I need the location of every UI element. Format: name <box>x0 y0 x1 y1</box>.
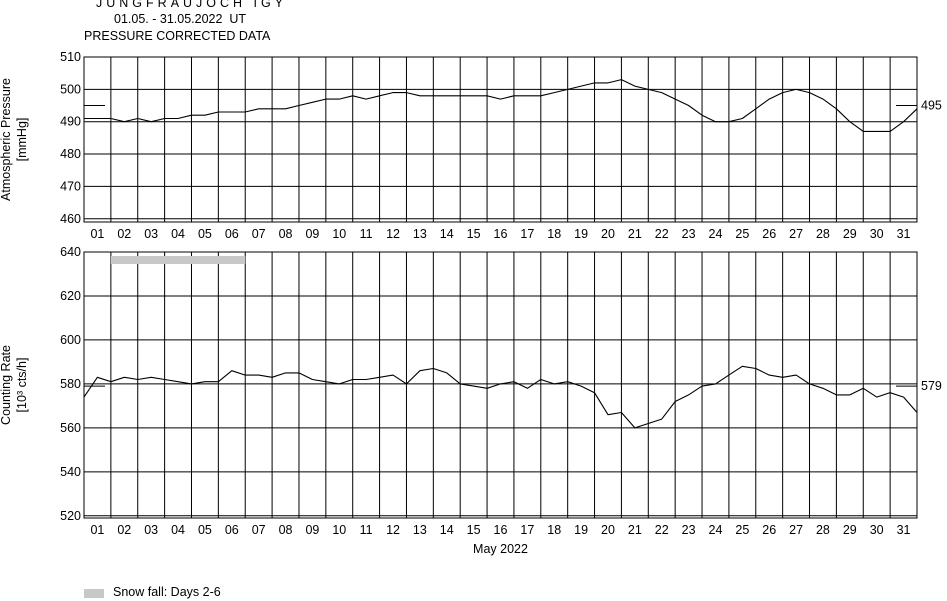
pressure-xtick-label: 21 <box>628 227 642 241</box>
pressure-xtick-label: 31 <box>897 227 911 241</box>
station-title: JUNGFRAUJOCH IGY <box>96 0 288 10</box>
pressure-yunit: [mmHg] <box>15 118 29 162</box>
snowfall-bar <box>110 256 246 264</box>
pressure-xtick-label: 22 <box>655 227 669 241</box>
counting-plot-frame <box>83 251 918 519</box>
counting-xtick-label: 15 <box>467 523 481 537</box>
counting-ytick-label: 540 <box>60 465 81 479</box>
counting-xtick-label: 11 <box>360 523 373 537</box>
counting-xtick-label: 08 <box>279 523 293 537</box>
pressure-plot-frame <box>83 56 918 223</box>
pressure-xtick-label: 26 <box>762 227 776 241</box>
pressure-ytick-label: 500 <box>60 82 81 96</box>
counting-xtick-label: 26 <box>762 523 776 537</box>
counting-reference-value: 579 <box>921 379 942 393</box>
pressure-ytick-label: 510 <box>60 50 81 64</box>
pressure-xtick-label: 25 <box>735 227 749 241</box>
period-label: 01.05. - 31.05.2022 UT <box>114 12 247 26</box>
pressure-ytick-label: 470 <box>60 179 81 193</box>
pressure-xtick-label: 03 <box>144 227 158 241</box>
counting-xtick-label: 24 <box>709 523 723 537</box>
counting-xlabel: May 2022 <box>473 542 528 556</box>
counting-xtick-label: 20 <box>601 523 615 537</box>
counting-xtick-label: 22 <box>655 523 669 537</box>
counting-ylabel: Counting Rate <box>0 345 13 425</box>
counting-xtick-label: 12 <box>386 523 400 537</box>
counting-series-line <box>83 365 918 429</box>
pressure-xtick-label: 23 <box>682 227 696 241</box>
snowfall-legend-label: Snow fall: Days 2-6 <box>113 585 221 599</box>
pressure-series-line <box>84 79 918 132</box>
counting-xtick-label: 19 <box>574 523 588 537</box>
counting-xtick-label: 05 <box>198 523 212 537</box>
counting-ytick-label: 560 <box>60 421 81 435</box>
counting-xtick-label: 28 <box>816 523 830 537</box>
counting-xtick-label: 16 <box>494 523 508 537</box>
counting-xtick-label: 09 <box>305 523 319 537</box>
pressure-xtick-label: 30 <box>870 227 884 241</box>
pressure-xtick-label: 14 <box>440 227 454 241</box>
counting-ytick-label: 620 <box>60 289 81 303</box>
pressure-xtick-label: 24 <box>709 227 723 241</box>
pressure-xtick-label: 10 <box>332 227 346 241</box>
pressure-xtick-label: 11 <box>360 227 373 241</box>
counting-xtick-label: 04 <box>171 523 185 537</box>
pressure-xtick-label: 15 <box>467 227 481 241</box>
pressure-ylabel: Atmospheric Pressure <box>0 78 13 201</box>
counting-xtick-label: 01 <box>90 523 104 537</box>
pressure-xtick-label: 28 <box>816 227 830 241</box>
counting-xtick-label: 25 <box>735 523 749 537</box>
pressure-xtick-label: 29 <box>843 227 857 241</box>
counting-xtick-label: 03 <box>144 523 158 537</box>
pressure-xtick-label: 20 <box>601 227 615 241</box>
pressure-xtick-label: 07 <box>252 227 266 241</box>
chart-svg: 460 470 480 490 500 510 01 02 03 04 05 06 07 08 09 10 11… <box>0 50 942 556</box>
pressure-xtick-label: 27 <box>789 227 803 241</box>
pressure-xtick-label: 16 <box>494 227 508 241</box>
pressure-xtick-label: 18 <box>547 227 561 241</box>
counting-ytick-label: 600 <box>60 333 81 347</box>
pressure-xtick-label: 17 <box>520 227 534 241</box>
counting-xtick-label: 06 <box>225 523 239 537</box>
pressure-xtick-label: 01 <box>90 227 104 241</box>
counting-xtick-label: 17 <box>520 523 534 537</box>
counting-xtick-label: 13 <box>413 523 427 537</box>
counting-xtick-label: 10 <box>332 523 346 537</box>
counting-xtick-label: 29 <box>843 523 857 537</box>
counting-xtick-label: 27 <box>789 523 803 537</box>
pressure-xtick-label: 06 <box>225 227 239 241</box>
pressure-xtick-label: 13 <box>413 227 427 241</box>
counting-xtick-label: 14 <box>440 523 454 537</box>
counting-ytick-label: 640 <box>60 245 81 259</box>
counting-xtick-label: 23 <box>682 523 696 537</box>
counting-xtick-label: 31 <box>897 523 911 537</box>
chart-subtitle: PRESSURE CORRECTED DATA <box>84 29 271 43</box>
counting-xtick-label: 18 <box>547 523 561 537</box>
counting-ytick-label: 520 <box>60 509 81 523</box>
counting-xtick-label: 21 <box>628 523 642 537</box>
pressure-xtick-label: 04 <box>171 227 185 241</box>
counting-xtick-label: 30 <box>870 523 884 537</box>
pressure-ytick-label: 460 <box>60 212 81 226</box>
pressure-xtick-label: 09 <box>305 227 319 241</box>
pressure-xtick-label: 12 <box>386 227 400 241</box>
pressure-xtick-label: 08 <box>279 227 293 241</box>
counting-xtick-label: 02 <box>117 523 131 537</box>
snowfall-swatch <box>84 589 104 598</box>
counting-xtick-label: 07 <box>252 523 266 537</box>
pressure-ytick-label: 480 <box>60 147 81 161</box>
pressure-xtick-label: 02 <box>117 227 131 241</box>
pressure-ytick-label: 490 <box>60 115 81 129</box>
counting-ytick-label: 580 <box>60 377 81 391</box>
pressure-xtick-label: 19 <box>574 227 588 241</box>
pressure-reference-value: 495 <box>921 99 942 113</box>
counting-yunit: [10³ cts/h] <box>15 358 29 413</box>
pressure-xtick-label: 05 <box>198 227 212 241</box>
